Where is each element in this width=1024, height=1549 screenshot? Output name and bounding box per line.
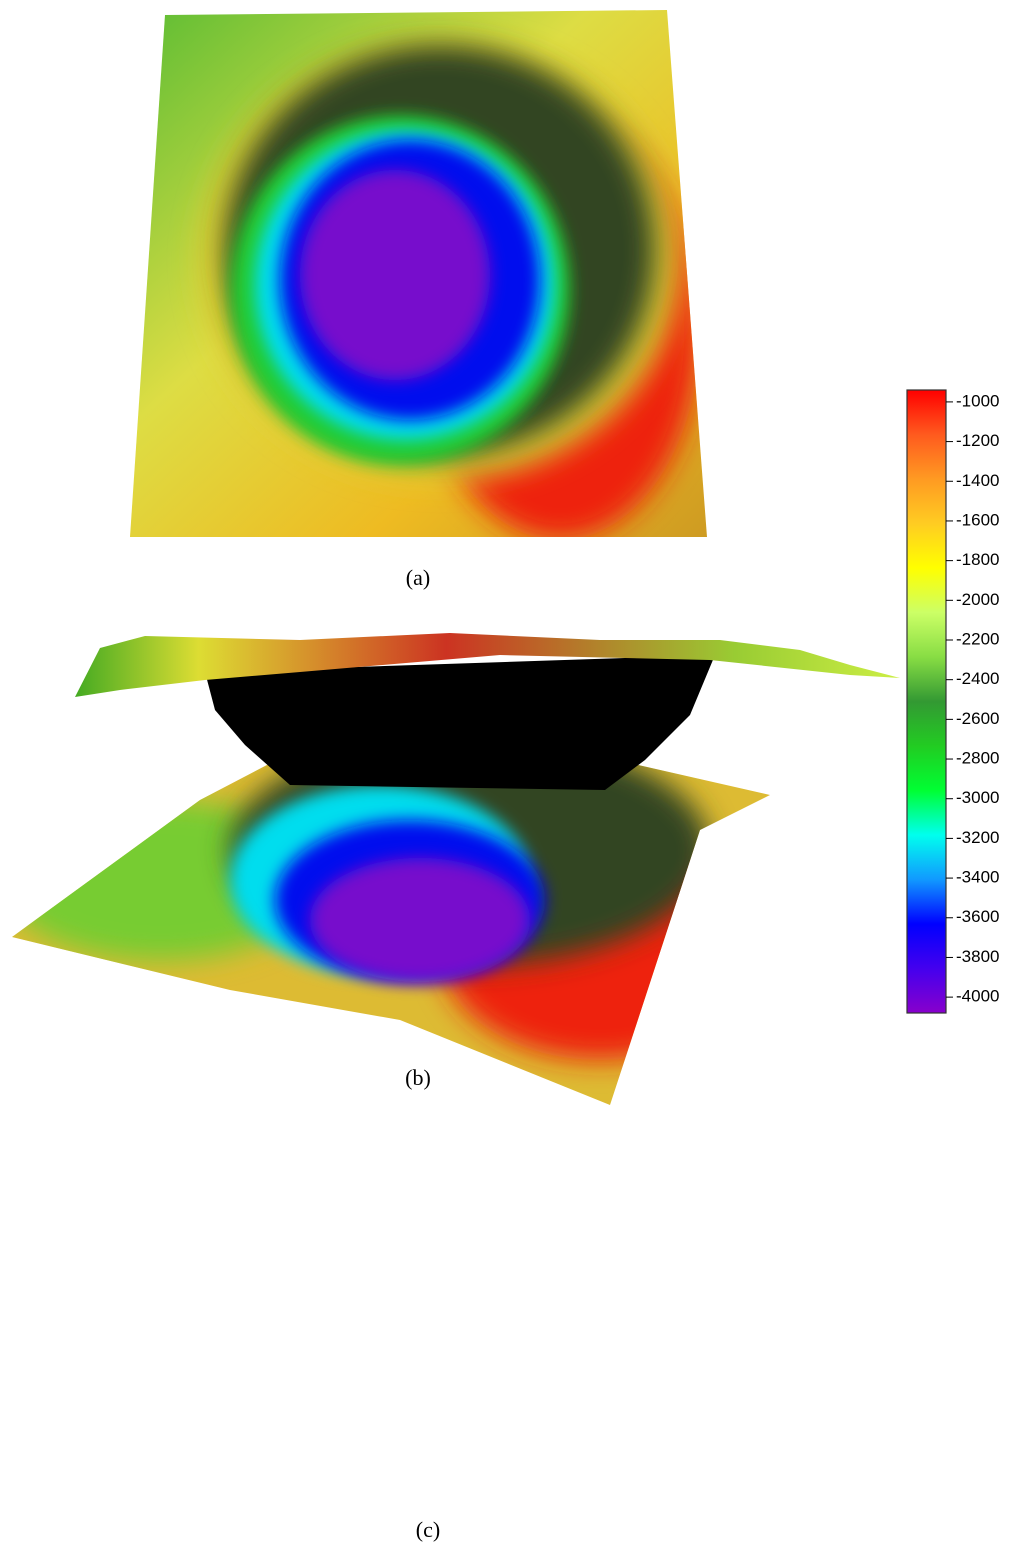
page: {"panels": [{"label": "(a)"}, {"label": … xyxy=(0,0,1024,1549)
panel-c-image xyxy=(75,633,900,790)
colorbar-tick-label: -2600 xyxy=(956,709,999,728)
colorbar-tick-label: -2800 xyxy=(956,749,999,768)
colorbar-tick-label: -1400 xyxy=(956,471,999,490)
colorbar: -1000 -1200 -1400 -1600 -1800 -2000 -2200 -2400… xyxy=(907,390,999,1013)
figure: (a) (b) (c) -1000 -1200 -1400 -1600 -1800 -20… xyxy=(0,0,1024,1549)
colorbar-tick-label: -2400 xyxy=(956,669,999,688)
colorbar-tick-label: -4000 xyxy=(956,987,999,1006)
colorbar-tick-label: -1000 xyxy=(956,391,999,410)
colorbar-tick-label: -3200 xyxy=(956,828,999,847)
colorbar-tick-label: -1200 xyxy=(956,431,999,450)
colorbar-tick-label: -2200 xyxy=(956,629,999,648)
panel-a-image xyxy=(120,0,720,545)
panel-label: (b) xyxy=(405,1065,431,1090)
colorbar-tick-label: -3600 xyxy=(956,907,999,926)
colorbar-tick-label: -3800 xyxy=(956,947,999,966)
colorbar-tick-label: -1800 xyxy=(956,550,999,569)
colorbar-tick-label: -3000 xyxy=(956,788,999,807)
colorbar-tick-label: -3400 xyxy=(956,868,999,887)
colorbar-tick-label: -2000 xyxy=(956,590,999,609)
panel-label: (a) xyxy=(406,565,430,590)
colorbar-body xyxy=(907,390,946,1013)
colorbar-tick-label: -1600 xyxy=(956,510,999,529)
panel-label: (c) xyxy=(416,1517,440,1542)
